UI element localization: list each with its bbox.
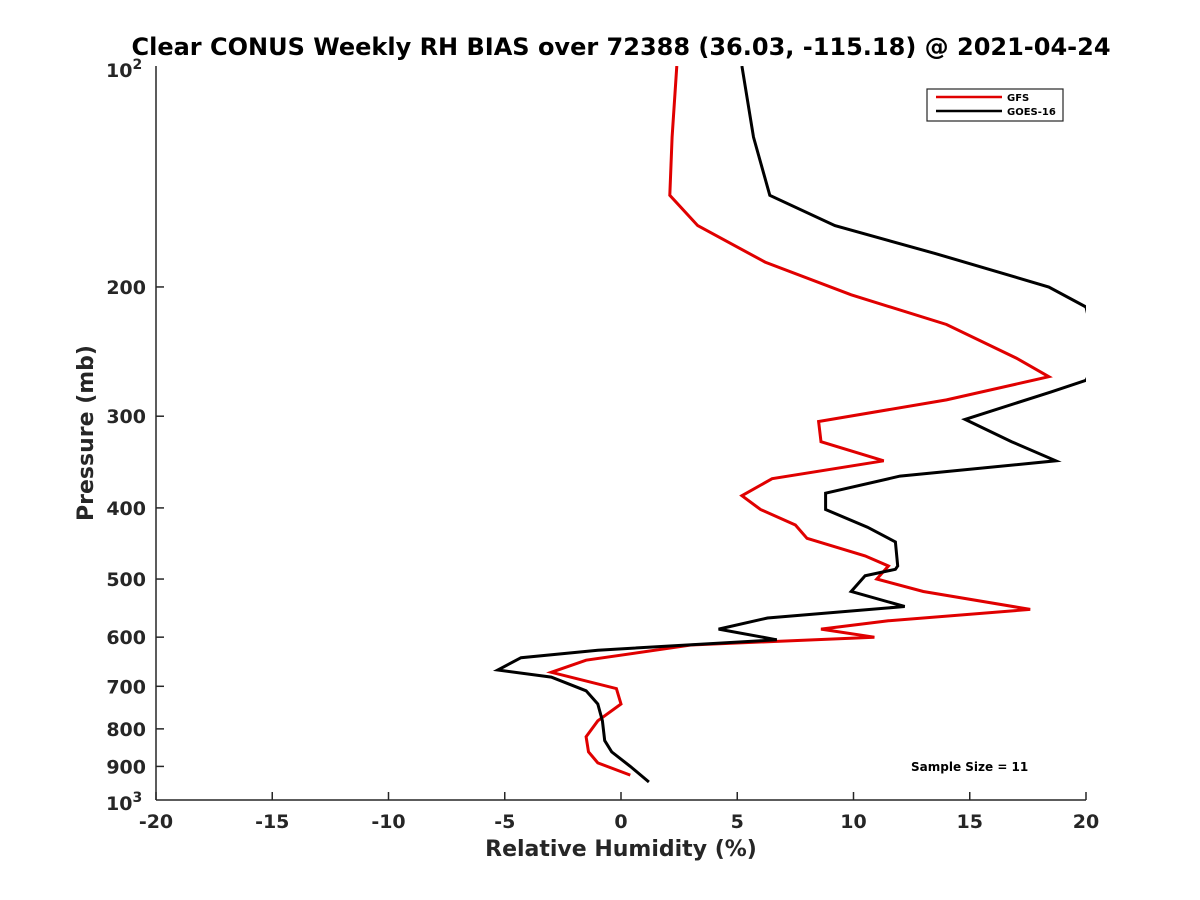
y-tick-label: 800 [106,719,146,741]
legend-label-goes16: GOES-16 [1007,107,1056,118]
y-tick-label: 600 [106,627,146,649]
x-ticks: -20 -15 -10 -5 0 5 10 15 20 [139,792,1099,833]
series-line-goes16 [492,66,1086,784]
x-tick-label: -20 [139,811,173,833]
x-tick-label: -5 [494,811,515,833]
x-tick-label: -15 [255,811,289,833]
x-tick-label: 10 [840,811,866,833]
x-tick-label: 20 [1073,811,1099,833]
y-top-label: 102 [106,57,142,82]
plot-area: -20 -15 -10 -5 0 5 10 15 20 200 300 400 500 600 700 80… [106,57,1099,833]
legend: GFS GOES-16 [926,88,1064,122]
y-tick-label: 700 [106,676,146,698]
x-tick-label: 15 [957,811,983,833]
legend-box [926,88,1064,122]
series-layer [492,66,1086,784]
series-line-gfs [546,66,1053,777]
y-bottom-label: 103 [106,790,142,815]
y-tick-label: 300 [106,406,146,428]
x-tick-label: -10 [371,811,405,833]
sample-size-annotation: Sample Size = 11 [911,760,1028,774]
y-tick-label: 200 [106,277,146,299]
y-tick-label: 900 [106,756,146,778]
y-ticks: 200 300 400 500 600 700 800 900 102 103 [106,57,164,815]
y-tick-label: 400 [106,498,146,520]
y-axis-label: Pressure (mb) [74,345,99,521]
x-tick-label: 0 [614,811,627,833]
chart-title: Clear CONUS Weekly RH BIAS over 72388 (3… [131,33,1110,61]
legend-label-gfs: GFS [1007,93,1029,104]
y-tick-label: 500 [106,569,146,591]
x-tick-label: 5 [731,811,744,833]
x-axis-label: Relative Humidity (%) [485,837,757,862]
